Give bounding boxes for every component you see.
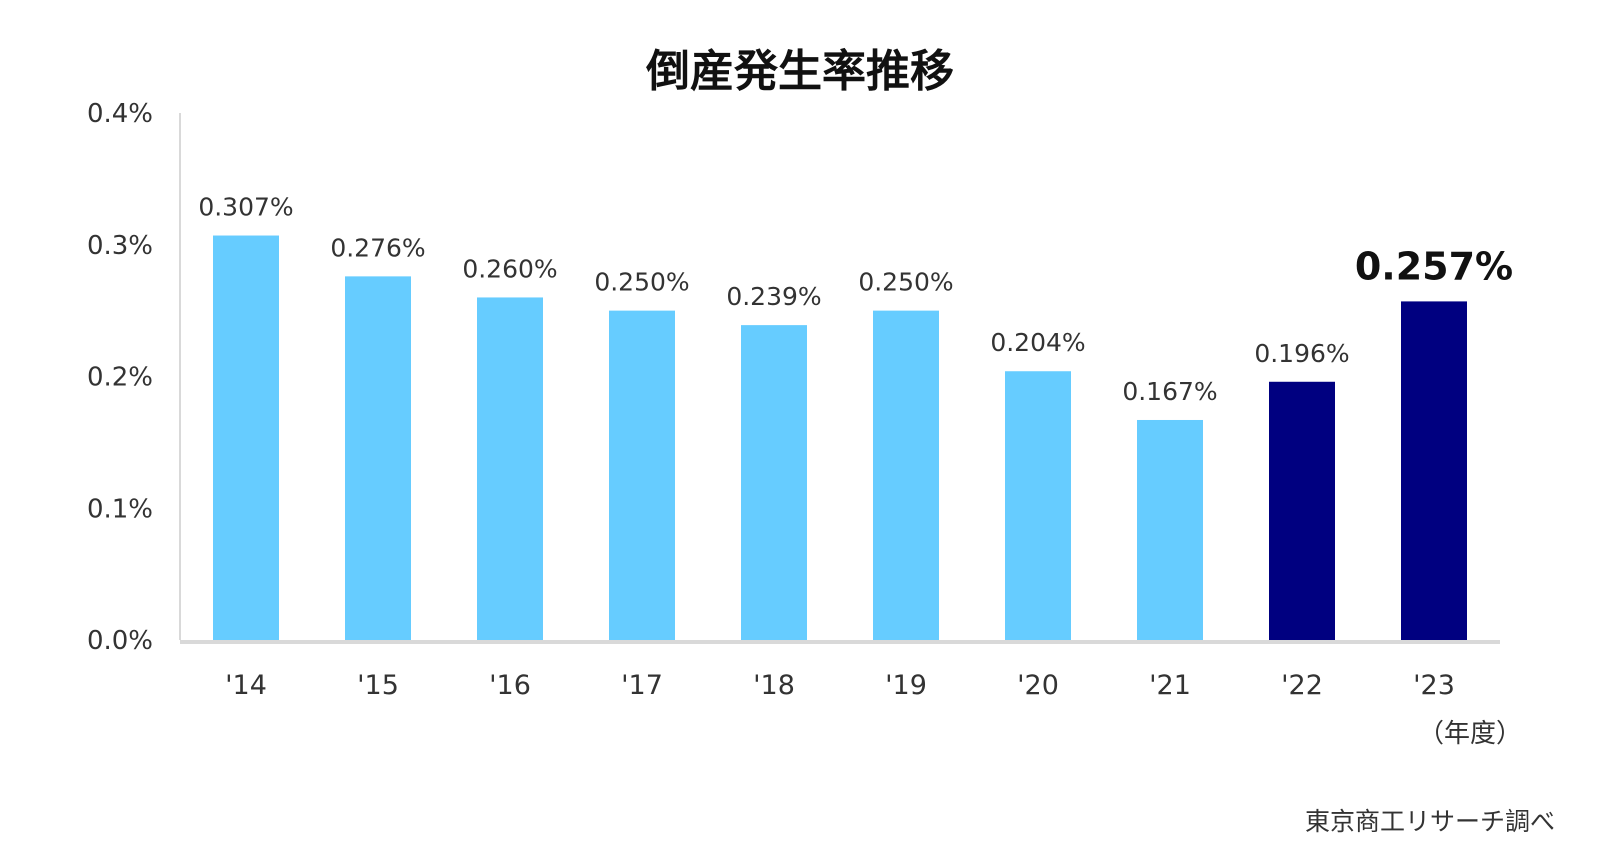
x-tick-label: '17 — [621, 670, 663, 701]
x-tick-label: '22 — [1281, 670, 1323, 701]
source-note: 東京商工リサーチ調べ — [1305, 807, 1555, 836]
x-tick-label: '21 — [1149, 670, 1191, 701]
bar — [873, 310, 939, 640]
data-label: 0.250% — [594, 268, 689, 297]
y-tick-label: 0.1% — [87, 494, 153, 524]
x-tick-label: '19 — [885, 670, 927, 701]
x-tick-label: '16 — [489, 670, 531, 701]
bar — [609, 310, 675, 640]
x-axis-ticks: '14 '15 '16 '17 '18 '19 '20 '21 '22 '23 — [225, 670, 1455, 701]
bar — [1401, 301, 1467, 640]
bar — [477, 297, 543, 640]
bar — [345, 276, 411, 640]
y-tick-label: 0.2% — [87, 363, 153, 393]
data-label: 0.260% — [462, 254, 557, 283]
x-tick-label: '15 — [357, 670, 399, 701]
data-label: 0.276% — [330, 233, 425, 262]
x-tick-label: '18 — [753, 670, 795, 701]
y-axis-ticks: 0.0% 0.1% 0.2% 0.3% 0.4% — [87, 99, 153, 656]
data-label: 0.257% — [1355, 244, 1513, 288]
chart-title: 倒産発生率推移 — [645, 46, 954, 97]
y-tick-label: 0.0% — [87, 626, 153, 656]
data-label: 0.167% — [1122, 377, 1217, 406]
bar — [213, 235, 279, 640]
bar — [741, 325, 807, 640]
x-unit-label: （年度） — [1418, 719, 1522, 749]
data-label: 0.239% — [726, 282, 821, 311]
data-label: 0.196% — [1254, 339, 1349, 368]
x-tick-label: '23 — [1413, 670, 1455, 701]
x-tick-label: '20 — [1017, 670, 1059, 701]
bar — [1137, 419, 1203, 640]
data-label: 0.250% — [858, 268, 953, 297]
data-label: 0.204% — [990, 328, 1085, 357]
bars — [213, 235, 1467, 640]
y-tick-label: 0.3% — [87, 231, 153, 261]
bar — [1269, 381, 1335, 640]
data-label: 0.307% — [198, 193, 293, 222]
y-tick-label: 0.4% — [87, 99, 153, 129]
x-tick-label: '14 — [225, 670, 267, 701]
bar — [1005, 371, 1071, 640]
data-labels: 0.307% 0.276% 0.260% 0.250% 0.239% 0.250% 0.20… — [198, 193, 1513, 406]
